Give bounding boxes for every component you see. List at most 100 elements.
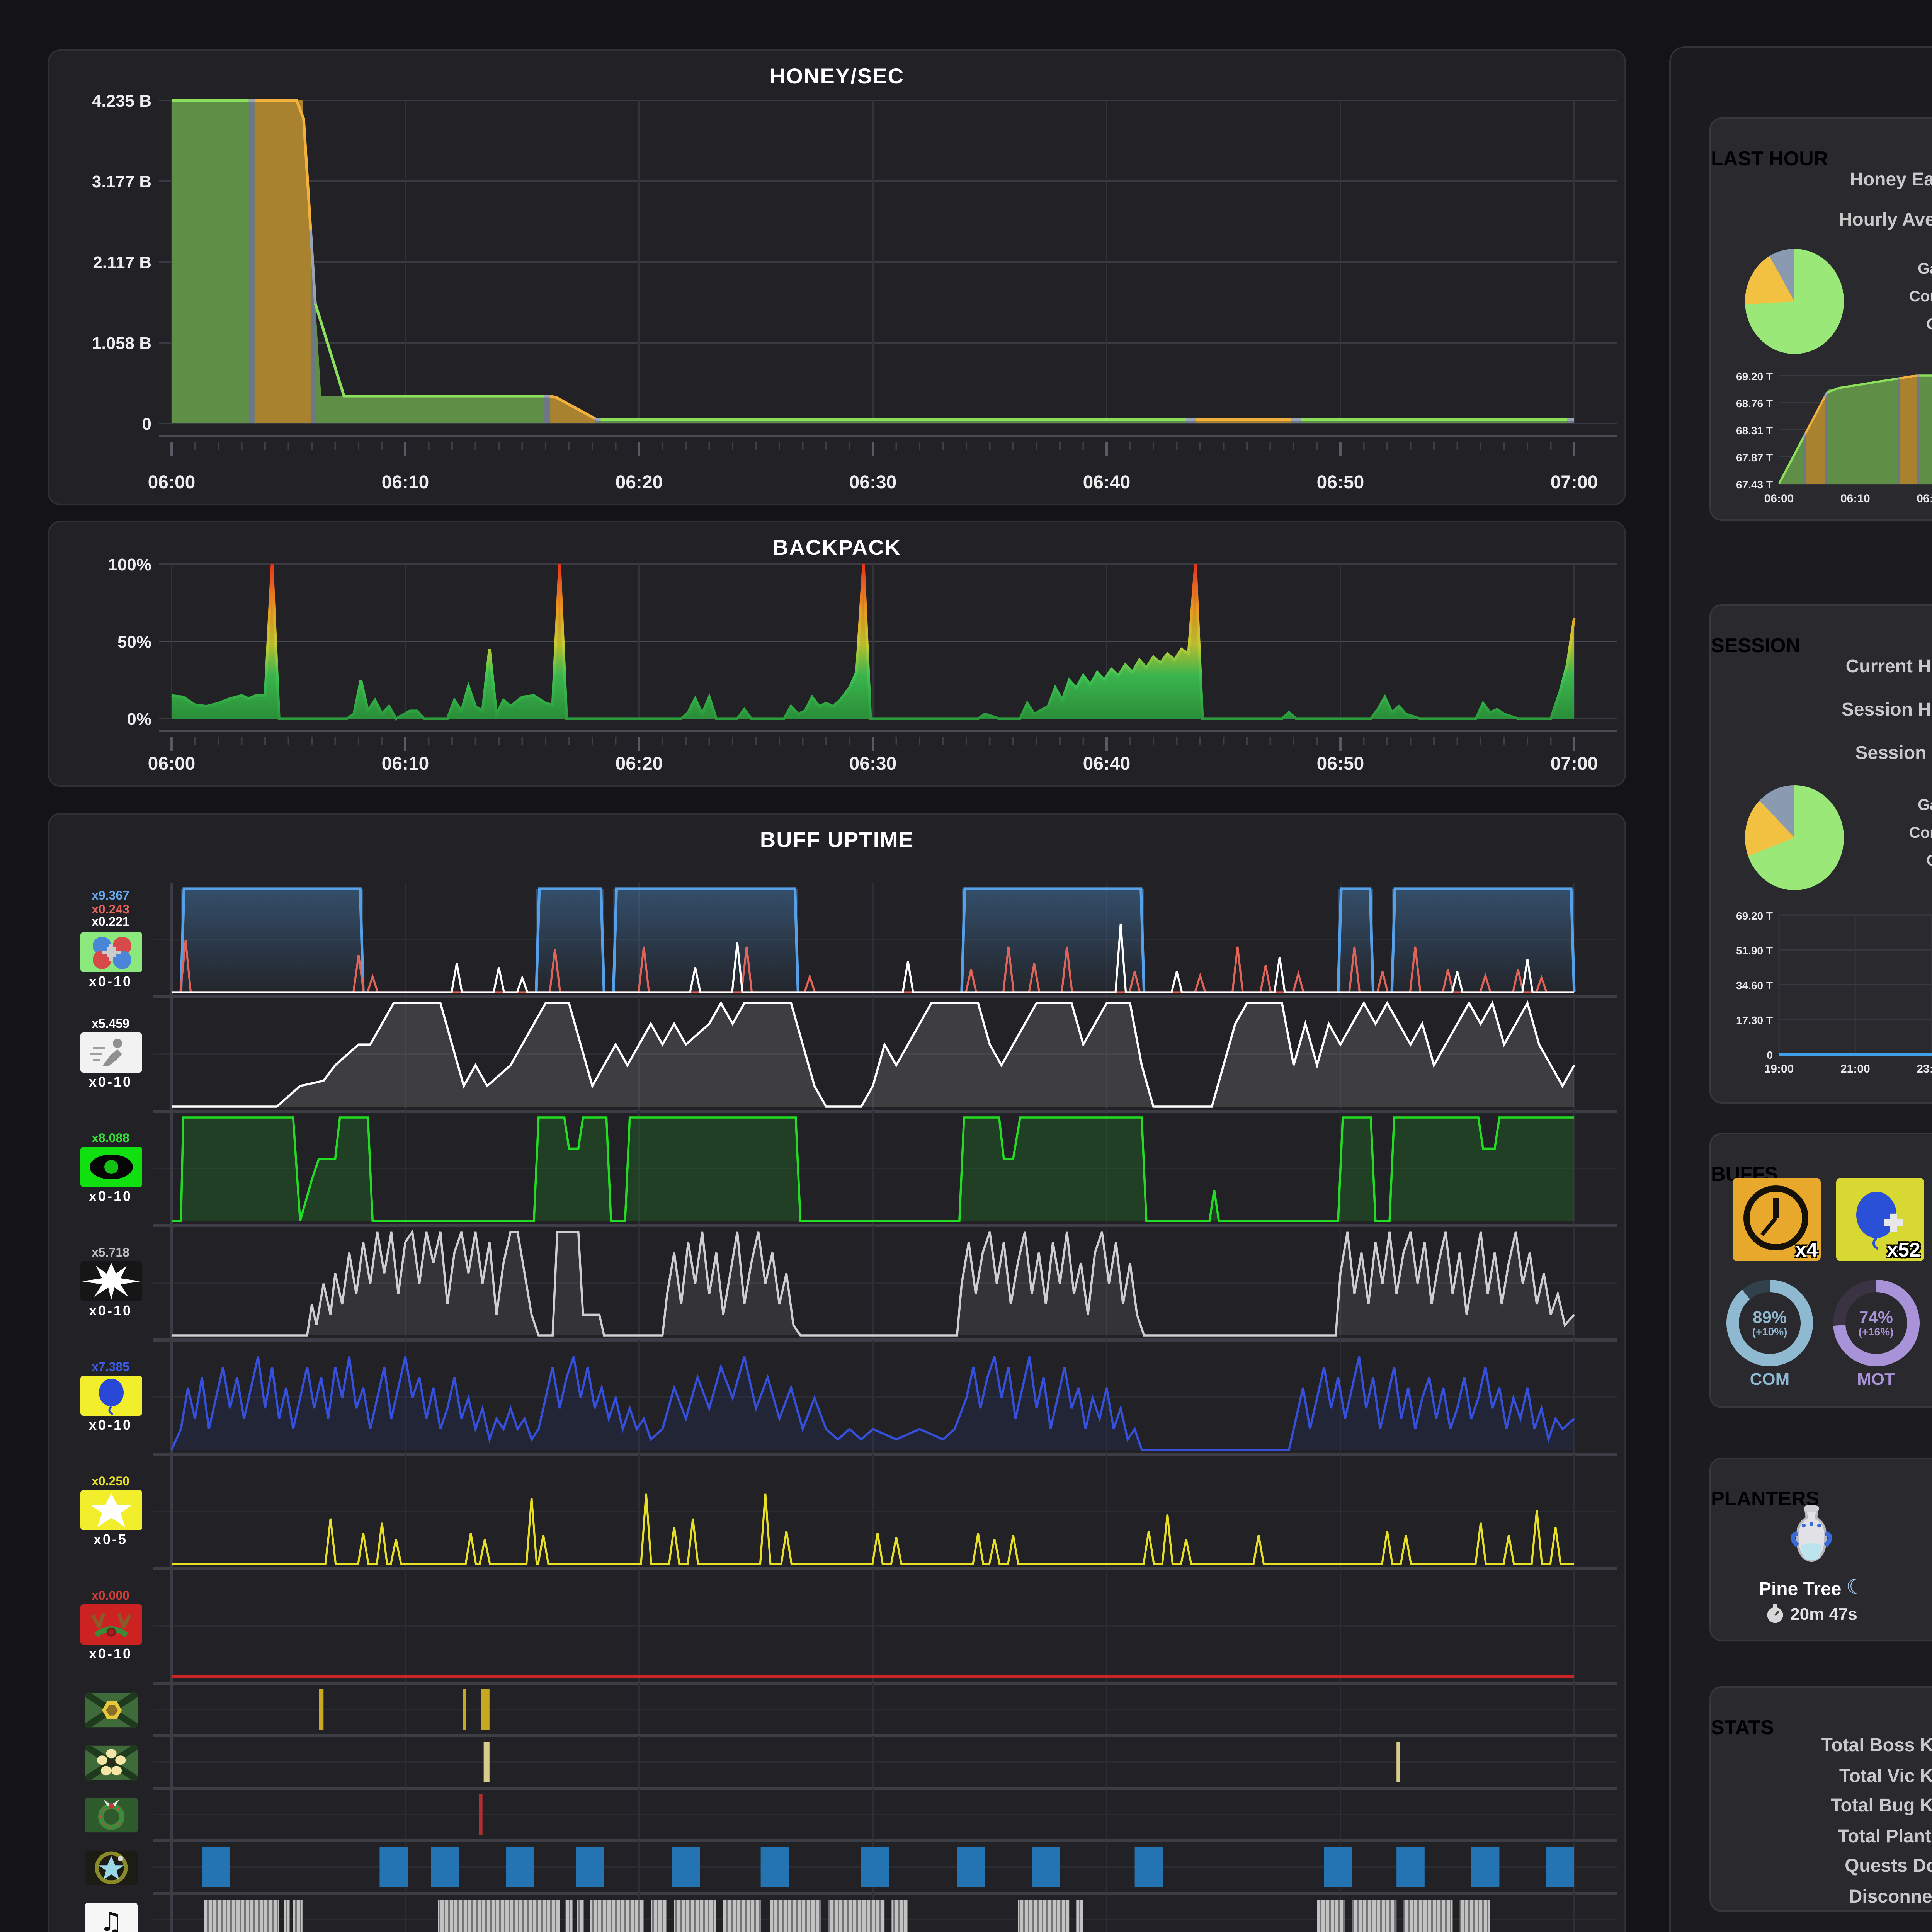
svg-text:06:30: 06:30	[849, 753, 897, 774]
stat-total-bug-kills: Total Bug Kills34▲7	[1830, 1794, 1932, 1816]
current-honey-row: Current Honey69.20 T	[1845, 655, 1932, 677]
honey-per-sec-chart: 4.235 B 3.177 B 2.117 B 1.058 B 0 06:00 06:10 0…	[92, 92, 1617, 493]
svg-text:06:10: 06:10	[1840, 492, 1870, 505]
svg-text:06:00: 06:00	[148, 753, 196, 774]
honey-per-sec-panel: HONEY/SEC 4.235 B 3.177 B 2.117 B 1.058 B 0 0…	[48, 49, 1626, 505]
svg-text:0: 0	[1767, 1049, 1773, 1061]
svg-text:67.87 T: 67.87 T	[1736, 452, 1773, 464]
buff-uptime-panel: BUFF UPTIME 06:0006:1006:2006:3006:4006:…	[48, 813, 1626, 1932]
svg-text:17.30 T: 17.30 T	[1736, 1014, 1773, 1026]
svg-text:07:00: 07:00	[1551, 472, 1598, 493]
svg-text:100%: 100%	[108, 555, 151, 574]
session-chart: 69.20 T 51.90 T 34.60 T 17.30 T 0 19:00 21:00 2…	[1736, 910, 1932, 1075]
planters-row: Pine Tree ☾20m 47sSpider 20m 47sRose 20m…	[1726, 1499, 1932, 1626]
planters-panel: PLANTERS Pine Tree ☾20m 47sSpider 20m 47…	[1709, 1458, 1932, 1641]
buffs-panel: BUFFS x4x52x6.00x1.20x0 89%(+10%)COM74%(…	[1709, 1133, 1932, 1408]
session-time-row: Session Time04:11:29	[1855, 742, 1932, 764]
session-panel: SESSION Current Honey69.20 T Session Hone…	[1709, 604, 1932, 1104]
moon-icon: ☾	[1846, 1577, 1864, 1600]
svg-text:06:50: 06:50	[1317, 753, 1364, 774]
session-title: SESSION	[1711, 633, 1801, 657]
backpack-panel: BACKPACK 100% 50% 0% 06:00 06:10 06:20 06:30 06…	[48, 521, 1626, 787]
svg-text:3.177 B: 3.177 B	[92, 172, 151, 191]
stat-disconnects: Disconnects0	[1849, 1885, 1932, 1906]
last-hour-pie-chart	[1745, 249, 1844, 354]
svg-text:06:20: 06:20	[1917, 492, 1932, 505]
sidebar: LAST HOUR Honey Earned1.768 T ▲ Hourly Av…	[1669, 46, 1932, 1932]
clock-buff-tile[interactable]: x4	[1733, 1178, 1821, 1261]
hex-flag-buff-icon	[49, 1683, 172, 1736]
stats-panel: STATS Total Boss Kills0 Total Vic Kills0 T…	[1709, 1686, 1932, 1912]
svg-text:07:00: 07:00	[1551, 753, 1598, 774]
svg-text:0%: 0%	[127, 710, 151, 729]
last-hour-mini-chart: 69.20 T 68.76 T 68.31 T 67.87 T 67.43 T06:00…	[1736, 371, 1932, 505]
buff-tiles-row: x4x52x6.00x1.20x0	[1733, 1178, 1932, 1261]
bubble-buff-icon: x7.385 x0-10	[49, 1340, 172, 1454]
focus-buff-icon: x8.088 x0-10	[49, 1111, 172, 1226]
last-hour-legend: Gather00:44:1574% Convert00:10:5218% Other…	[1893, 255, 1932, 338]
blue-marker-buff-icon: x9.367 x0.243 x0.221 x0-10	[49, 883, 172, 997]
stopwatch-icon	[1767, 1604, 1784, 1623]
buff-icon-column: x9.367 x0.243 x0.221 x0-10 x5.459 x0-10 x8.088…	[49, 815, 172, 1932]
svg-text:06:40: 06:40	[1083, 472, 1131, 493]
planter-spider: Spider 20m 47s	[1897, 1499, 1932, 1626]
stat-total-boss-kills: Total Boss Kills0	[1821, 1734, 1932, 1756]
honey-earned-row: Honey Earned1.768 T ▲	[1850, 168, 1932, 190]
balloonplus-buff-tile[interactable]: x52	[1835, 1178, 1923, 1261]
svg-text:68.76 T: 68.76 T	[1736, 398, 1773, 410]
last-hour-panel: LAST HOUR Honey Earned1.768 T ▲ Hourly Av…	[1709, 117, 1932, 521]
legend-other: Other00:29:5212%	[1893, 847, 1932, 875]
last-hour-title: LAST HOUR	[1711, 146, 1828, 170]
svg-text:06:40: 06:40	[1083, 753, 1131, 774]
svg-text:4.235 B: 4.235 B	[92, 92, 151, 111]
legend-convert: Convert00:48:5219%	[1909, 825, 1932, 842]
svg-text:50%: 50%	[117, 633, 151, 651]
haste-buff-icon: x5.459 x0-10	[49, 997, 172, 1111]
honey-panel-title: HONEY/SEC	[770, 63, 904, 88]
svg-text:69.20 T: 69.20 T	[1736, 910, 1773, 922]
gauge-mot: 74% (+16%) MOT	[1833, 1280, 1919, 1389]
buff-gauges-row: 89%(+10%)COM74%(+16%)MOT24%SAT53%REF0%IN…	[1726, 1280, 1932, 1389]
session-honey-row: Session Honey69.20 T	[1841, 699, 1932, 720]
gauge-com: 89% (+10%) COM	[1726, 1280, 1813, 1389]
svg-text:06:00: 06:00	[1764, 492, 1794, 505]
svg-text:1.058 B: 1.058 B	[92, 334, 151, 353]
planters-title: PLANTERS	[1711, 1486, 1820, 1510]
melody-buff-icon: ♫	[49, 1893, 172, 1932]
svg-text:19:00: 19:00	[1764, 1063, 1794, 1075]
svg-text:21:00: 21:00	[1840, 1063, 1870, 1075]
reindeer-buff-icon: x0.000 x0-10	[49, 1569, 172, 1683]
vase-planter-icon	[1791, 1505, 1832, 1563]
flower-flag-buff-icon	[49, 1736, 172, 1788]
svg-text:06:30: 06:30	[849, 472, 897, 493]
svg-text:0: 0	[142, 415, 151, 434]
stat-quests-done: Quests Done0	[1845, 1855, 1932, 1876]
svg-text:51.90 T: 51.90 T	[1736, 945, 1773, 957]
svg-text:06:00: 06:00	[148, 472, 196, 493]
stats-title: STATS	[1711, 1715, 1774, 1739]
svg-text:2.117 B: 2.117 B	[93, 253, 151, 272]
svg-text:♫: ♫	[99, 1906, 122, 1932]
session-pie-chart	[1745, 785, 1844, 890]
svg-text:68.31 T: 68.31 T	[1736, 425, 1773, 437]
legend-other: Other00:04:538%	[1893, 311, 1932, 338]
stat-total-vic-kills: Total Vic Kills0	[1839, 1764, 1932, 1786]
legend-gather: Gather00:44:1574%	[1918, 260, 1932, 277]
backpack-chart: 100% 50% 0% 06:00 06:10 06:20 06:30 06:40 06:50 0…	[108, 555, 1617, 774]
session-legend: Gather02:52:4569% Convert00:48:5219% Other…	[1893, 791, 1932, 875]
svg-text:06:20: 06:20	[616, 753, 663, 774]
svg-text:06:10: 06:10	[382, 753, 429, 774]
svg-text:67.43 T: 67.43 T	[1736, 479, 1773, 491]
buff-panel-title: BUFF UPTIME	[760, 827, 914, 852]
hourly-average-row: Hourly Average16.51 T (-22%)	[1838, 209, 1932, 230]
legend-convert: Convert00:10:5218%	[1909, 288, 1932, 305]
planter-pine-tree: Pine Tree ☾ 20m 47s	[1726, 1499, 1896, 1626]
svg-text:69.20 T: 69.20 T	[1736, 371, 1773, 383]
svg-text:34.60 T: 34.60 T	[1736, 980, 1773, 992]
svg-text:06:50: 06:50	[1317, 472, 1364, 493]
star-medal-buff-icon	[49, 1841, 172, 1893]
star-buff-icon: x0.250 x0-5	[49, 1454, 172, 1569]
svg-text:06:20: 06:20	[616, 472, 663, 493]
